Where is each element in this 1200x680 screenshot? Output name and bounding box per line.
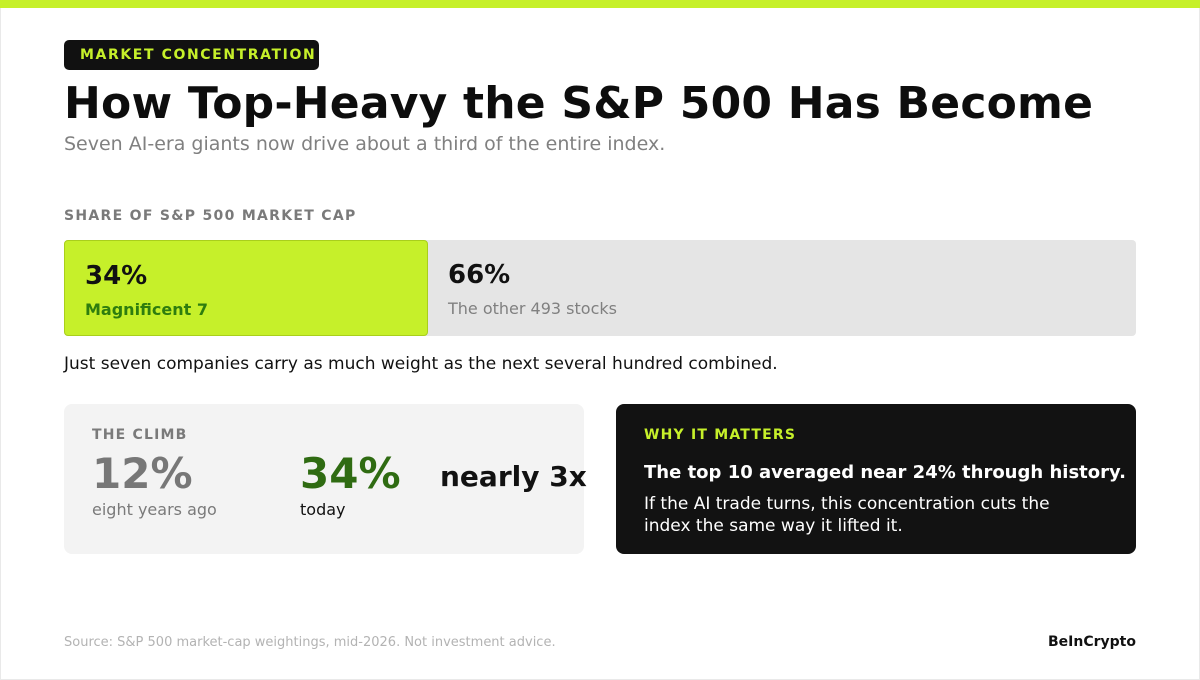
why-body: If the AI trade turns, this concentratio…: [644, 494, 1050, 536]
climb-now-value: 34%: [300, 449, 401, 498]
page-title: How Top-Heavy the S&P 500 Has Become: [64, 78, 1094, 129]
source-note: Source: S&P 500 market-cap weightings, m…: [64, 635, 556, 650]
climb-card: THE CLIMB 12% eight years ago 34% today …: [64, 404, 587, 554]
brand-logo-text: BeInCrypto: [1048, 634, 1136, 650]
market-cap-share-bar: 34% Magnificent 7 66% The other 493 stoc…: [64, 240, 1136, 336]
share-value-other-stocks: 66%: [448, 260, 511, 290]
climb-then-value: 12%: [92, 449, 193, 498]
accent-stripe: [0, 0, 1200, 8]
climb-now-label: today: [300, 500, 346, 519]
why-headline: The top 10 averaged near 24% through his…: [644, 462, 1126, 483]
climb-then-label: eight years ago: [92, 500, 217, 519]
share-label-magnificent-7: Magnificent 7: [85, 300, 208, 319]
share-segment-magnificent-7: 34% Magnificent 7: [64, 240, 428, 336]
share-label-other-stocks: The other 493 stocks: [448, 299, 617, 318]
climb-now-block: 34% today: [300, 448, 401, 519]
share-caption: Just seven companies carry as much weigh…: [64, 354, 778, 374]
page-subtitle: Seven AI-era giants now drive about a th…: [64, 133, 666, 155]
climb-multiplier: nearly 3x: [440, 460, 587, 493]
why-it-matters-card: WHY IT MATTERS The top 10 averaged near …: [616, 404, 1136, 554]
share-value-magnificent-7: 34%: [85, 261, 148, 291]
climb-then-block: 12% eight years ago: [92, 448, 217, 519]
share-section-label: SHARE OF S&P 500 MARKET CAP: [64, 208, 357, 224]
why-label: WHY IT MATTERS: [644, 427, 797, 443]
kicker-text: MARKET CONCENTRATION: [80, 47, 317, 63]
share-segment-other-stocks: 66% The other 493 stocks: [428, 240, 1136, 336]
kicker-badge: MARKET CONCENTRATION: [64, 40, 319, 70]
climb-label: THE CLIMB: [92, 427, 188, 443]
